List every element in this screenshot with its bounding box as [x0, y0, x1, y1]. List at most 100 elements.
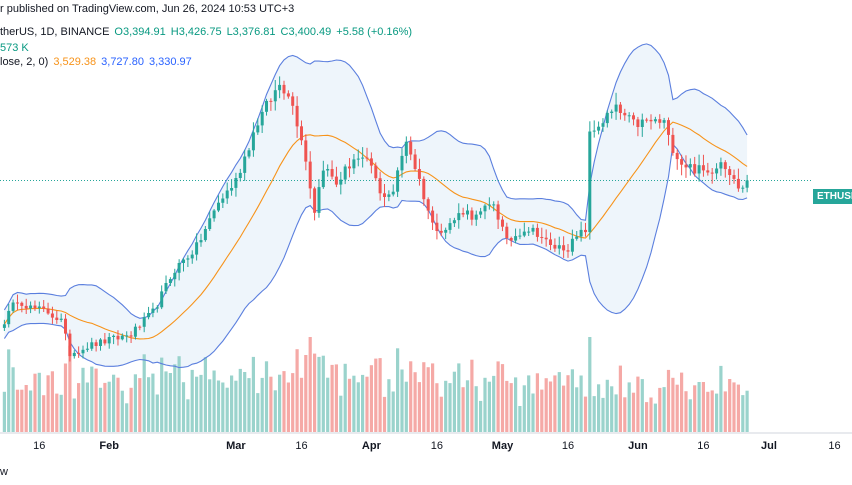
candle-body	[492, 204, 496, 206]
published-text: r published on TradingView.com, Jun 26, …	[0, 3, 295, 15]
volume-bar	[212, 370, 216, 432]
volume-bar	[234, 380, 238, 432]
bb-band-fill	[4, 43, 748, 368]
volume-bar	[579, 375, 583, 432]
volume-bar	[365, 376, 369, 432]
candle-body	[483, 205, 487, 212]
candle-body	[466, 210, 469, 215]
volume-bar	[614, 394, 618, 432]
candle-body	[334, 176, 338, 185]
candle-body	[505, 226, 509, 238]
candle-body	[168, 279, 172, 283]
volume-bar	[631, 392, 636, 432]
candle-body	[509, 238, 513, 241]
published-line: r published on TradingView.com, Jun 26, …	[0, 3, 299, 15]
candle-body	[7, 310, 11, 325]
volume-bar	[396, 348, 400, 432]
volume-bar	[164, 371, 168, 432]
candle-body	[343, 166, 347, 180]
candle-body	[42, 306, 46, 309]
volume-bar	[225, 387, 229, 432]
candle-body	[221, 198, 225, 203]
candle-body	[199, 240, 203, 243]
volume-bar	[736, 384, 740, 432]
volume-bar	[343, 363, 347, 432]
volume-bar	[378, 358, 382, 432]
candle-body	[474, 214, 478, 220]
volume-bar	[500, 364, 505, 432]
candle-body	[374, 165, 378, 179]
volume-bar	[706, 391, 710, 432]
candle-body	[256, 125, 260, 133]
volume-bar	[505, 380, 509, 432]
candle-body	[234, 178, 238, 188]
candle-body	[649, 119, 653, 122]
volume-bar	[37, 372, 41, 432]
candle-body	[448, 223, 452, 230]
candle-body	[317, 187, 321, 213]
volume-bar	[417, 382, 421, 432]
bb-upper-line	[3, 43, 748, 319]
candle-body	[549, 239, 552, 245]
volume-bar	[435, 383, 439, 432]
volume-bar	[719, 365, 723, 432]
candle-body	[37, 306, 41, 309]
volume-bar	[693, 385, 697, 432]
volume-bar	[339, 395, 343, 432]
candle-body	[614, 104, 618, 112]
volume-bar	[94, 368, 98, 432]
ohlc-line: therUS, 1D, BINANCE O3,394.91 H3,426.75 L3,…	[0, 26, 417, 38]
x-tick-label: Feb	[99, 440, 119, 452]
candle-body	[138, 326, 142, 328]
candle-body	[2, 324, 6, 328]
volume-bar	[444, 380, 448, 432]
volume-bar	[107, 381, 111, 432]
candle-body	[11, 302, 15, 311]
candle-body	[723, 162, 727, 170]
candle-body	[592, 130, 596, 132]
volume-bar	[208, 379, 212, 432]
candle-body	[72, 352, 76, 357]
candle-body	[164, 283, 168, 292]
candle-body	[553, 244, 557, 249]
volume-bar	[216, 380, 221, 432]
volume-bar	[588, 337, 592, 432]
volume-bar	[474, 386, 478, 432]
volume-bar	[199, 374, 203, 432]
volume-bar	[308, 337, 312, 432]
volume-bar	[457, 363, 461, 432]
volume-bar	[46, 375, 50, 432]
candle-body	[46, 308, 50, 314]
candle-body	[55, 317, 59, 320]
candle-body	[435, 222, 439, 231]
volume-bar	[321, 355, 325, 432]
x-tick-label: Apr	[362, 440, 382, 452]
volume-bar	[85, 382, 89, 432]
candle-body	[300, 126, 303, 141]
volume-bar	[645, 402, 649, 432]
volume-bar	[50, 371, 54, 432]
volume-bar	[116, 377, 120, 432]
candle-body	[190, 254, 194, 259]
volume-bar	[623, 397, 627, 432]
volume-bar	[531, 393, 535, 432]
volume-bar	[168, 373, 172, 432]
x-tick-label: Jun	[628, 440, 648, 452]
volume-bar	[347, 378, 352, 432]
volume-bar	[330, 364, 334, 432]
volume-bar	[575, 387, 579, 432]
bb-basis-value: 3,529.38	[53, 56, 97, 68]
candle-body	[243, 156, 247, 173]
candle-body	[671, 134, 675, 153]
candle-body	[282, 84, 286, 94]
candle-body	[544, 237, 548, 240]
candle-body	[487, 204, 491, 206]
volume-bar	[195, 376, 199, 432]
candle-body	[667, 120, 670, 135]
volume-bar	[138, 378, 142, 432]
volume-bar	[190, 369, 194, 432]
volume-bar	[42, 395, 46, 432]
volume-bar	[680, 372, 684, 432]
candle-body	[404, 141, 408, 156]
